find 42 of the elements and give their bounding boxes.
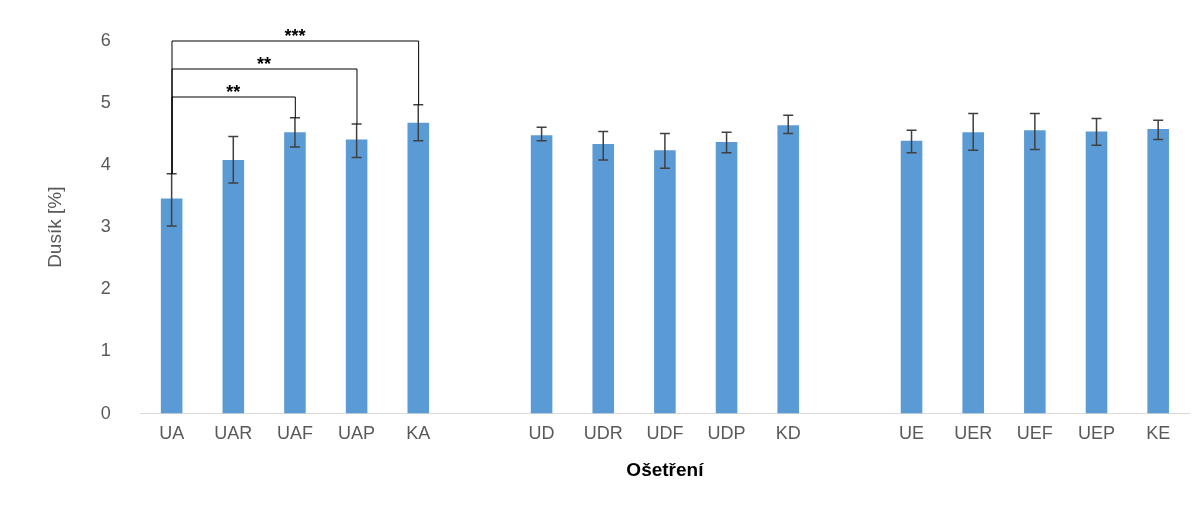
x-tick-label: UAR bbox=[214, 423, 253, 444]
y-tick-label: 1 bbox=[100, 340, 111, 361]
x-tick-label: UD bbox=[528, 423, 555, 444]
x-tick-label: KE bbox=[1146, 423, 1171, 444]
bar bbox=[592, 143, 615, 414]
bar bbox=[715, 142, 738, 414]
annotation: *** bbox=[284, 25, 306, 46]
y-tick-label: 6 bbox=[100, 29, 111, 50]
bar bbox=[530, 135, 553, 414]
x-tick-label: KD bbox=[775, 423, 801, 444]
x-tick-label: UA bbox=[159, 423, 185, 444]
x-tick-label: UDF bbox=[646, 423, 684, 444]
x-tick-label: UEP bbox=[1078, 423, 1116, 444]
bar bbox=[1085, 131, 1108, 414]
x-tick-label: UE bbox=[899, 423, 925, 444]
bar bbox=[345, 139, 368, 414]
bar bbox=[654, 150, 676, 414]
x-tick-label: UER bbox=[954, 423, 993, 444]
annotation: ** bbox=[257, 53, 272, 74]
y-axis-title: Dusík [%] bbox=[43, 186, 65, 268]
x-tick-label: UEF bbox=[1016, 423, 1053, 444]
x-tick-label: UAF bbox=[276, 423, 313, 444]
y-tick-label: 0 bbox=[100, 402, 111, 423]
bar bbox=[222, 160, 245, 414]
y-tick-label: 3 bbox=[100, 216, 111, 237]
x-tick-label: UAP bbox=[338, 423, 376, 444]
bar bbox=[1024, 130, 1046, 414]
bar bbox=[777, 125, 800, 414]
x-axis-title: Ošetření bbox=[626, 458, 705, 480]
annotation: ** bbox=[226, 81, 241, 102]
x-tick-label: KA bbox=[406, 423, 431, 444]
y-tick-label: 4 bbox=[100, 154, 111, 175]
y-tick-label: 5 bbox=[100, 91, 111, 112]
bar bbox=[1147, 129, 1169, 414]
bar bbox=[407, 122, 430, 414]
y-tick-label: 2 bbox=[100, 278, 111, 299]
bar bbox=[284, 132, 306, 414]
bar bbox=[962, 132, 984, 414]
x-tick-label: UDP bbox=[707, 423, 746, 444]
bar bbox=[900, 140, 923, 414]
bar bbox=[160, 198, 183, 414]
x-tick-label: UDR bbox=[583, 423, 623, 444]
